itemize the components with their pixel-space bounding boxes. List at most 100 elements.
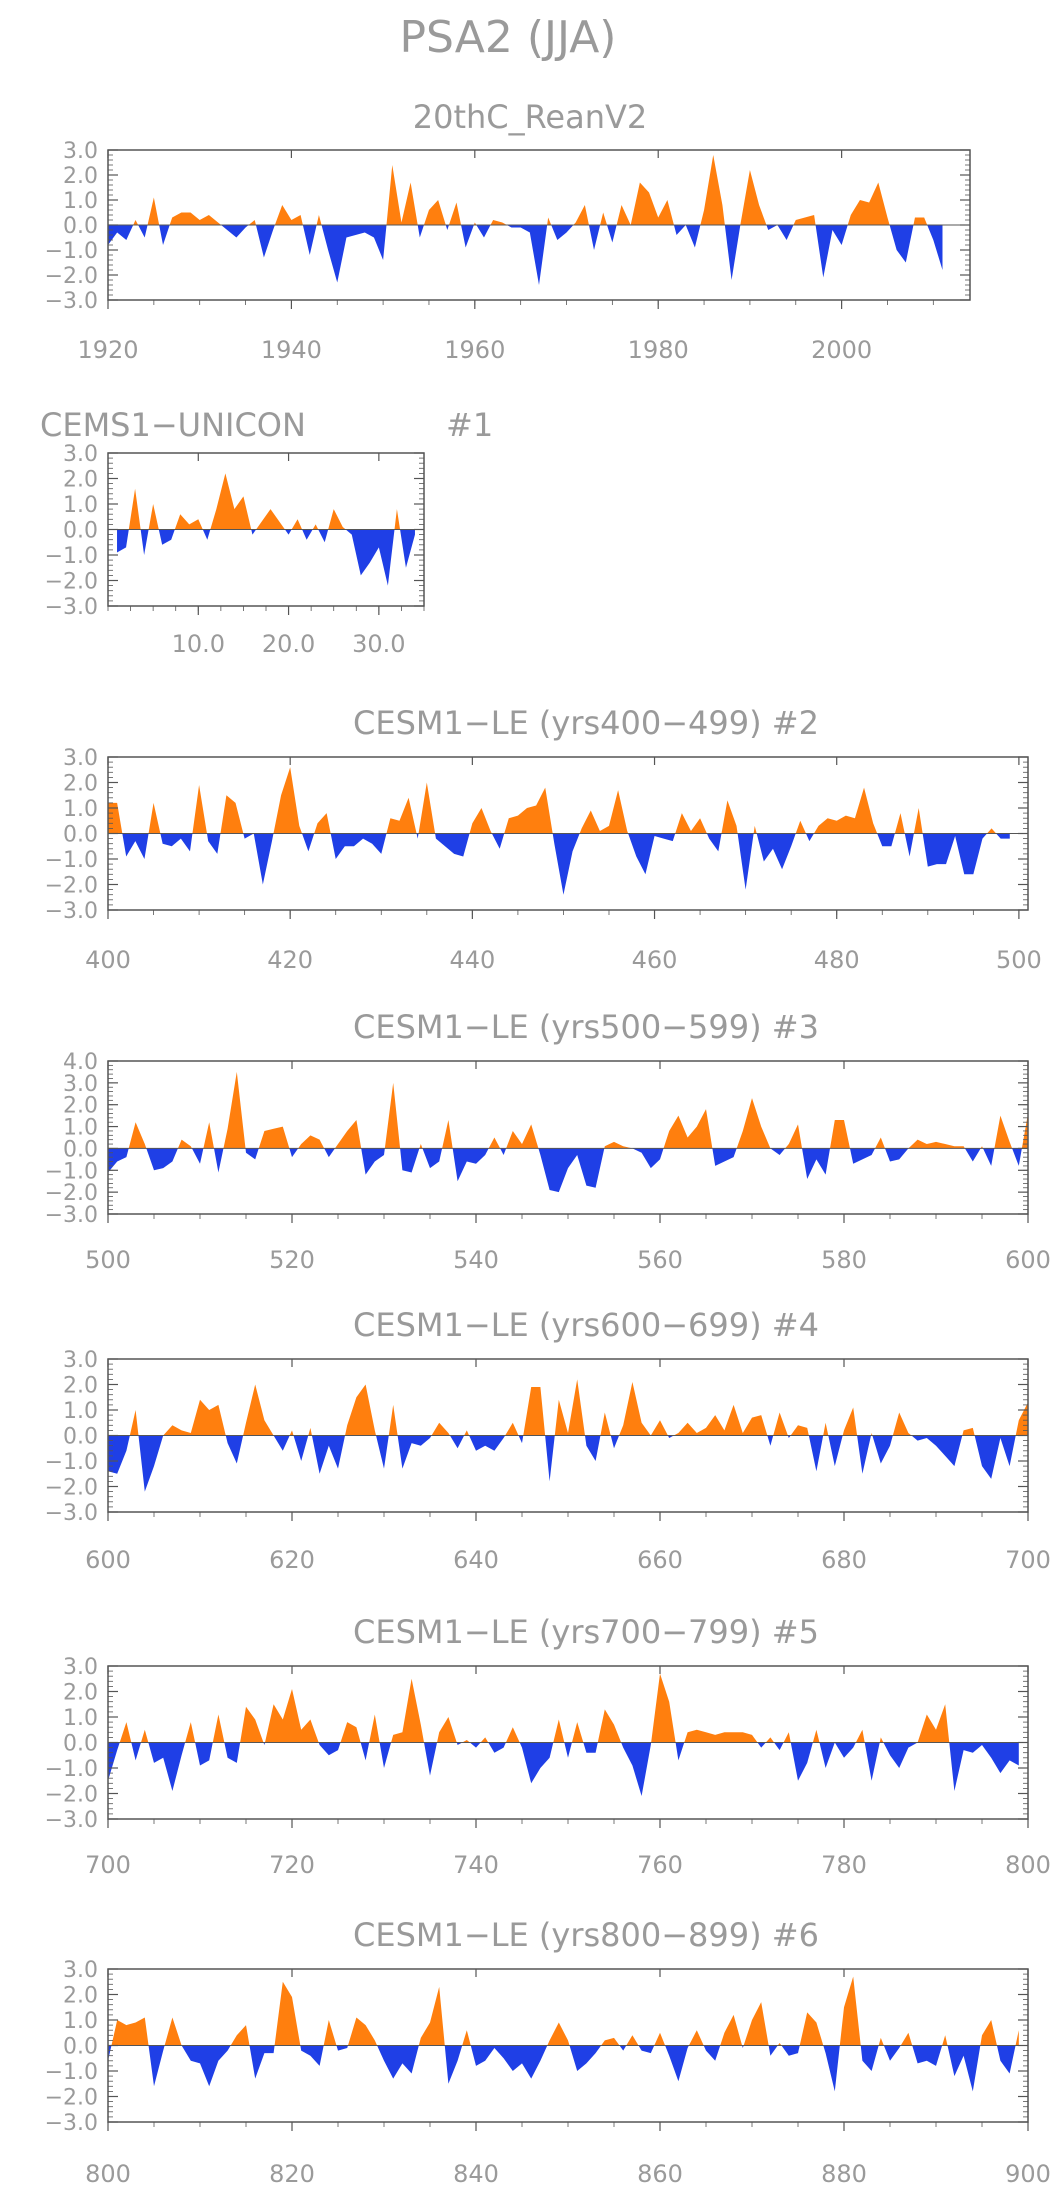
x-tick-label: 420 bbox=[267, 946, 313, 974]
x-tick-label: 800 bbox=[85, 2160, 131, 2187]
chart-panel-6: CESM1−LE (yrs700−799) #5 3.02.01.00.0−1.0… bbox=[45, 1613, 1051, 1879]
chart-panel-1: 20thC_ReanV2 3.02.01.00.0−1.0−2.0−3.0 1920… bbox=[45, 98, 971, 364]
y-tick-label: −3.0 bbox=[45, 289, 98, 314]
negative-anomaly-area bbox=[108, 1148, 1028, 1193]
x-tick-label: 30.0 bbox=[352, 630, 405, 658]
chart-title: CESM1−LE (yrs700−799) #5 bbox=[353, 1613, 819, 1651]
x-tick-label: 500 bbox=[996, 946, 1042, 974]
y-tick-label: 3.0 bbox=[63, 1958, 98, 1983]
x-tick-label: 400 bbox=[85, 946, 131, 974]
x-tick-label: 1960 bbox=[444, 336, 505, 364]
chart-title: CEMS1−UNICON bbox=[40, 406, 306, 444]
negative-anomaly-area bbox=[108, 1435, 1028, 1492]
y-tick-label: 3.0 bbox=[63, 442, 98, 467]
y-tick-label: −1.0 bbox=[45, 544, 98, 569]
positive-anomaly-area bbox=[108, 1071, 1028, 1149]
negative-anomaly-area bbox=[108, 225, 943, 285]
y-tick-label: −2.0 bbox=[45, 874, 98, 899]
x-tick-label: 680 bbox=[821, 1546, 867, 1574]
y-tick-label: −2.0 bbox=[45, 570, 98, 595]
y-tick-label: −2.0 bbox=[45, 1476, 98, 1501]
y-tick-label: 1.0 bbox=[63, 1116, 98, 1141]
y-tick-label: −3.0 bbox=[45, 1203, 98, 1228]
y-tick-label: 0.0 bbox=[63, 1137, 98, 1162]
positive-anomaly-area bbox=[108, 767, 1010, 834]
y-tick-label: 2.0 bbox=[63, 1094, 98, 1119]
y-tick-label: −3.0 bbox=[45, 1501, 98, 1526]
chart-panel-3: CESM1−LE (yrs400−499) #2 3.02.01.00.0−1.0… bbox=[45, 704, 1042, 974]
chart-panel-2: CEMS1−UNICON #1 3.02.01.00.0−1.0−2.0−3.0 10… bbox=[40, 406, 493, 658]
y-tick-label: 1.0 bbox=[63, 797, 98, 822]
y-tick-label: 2.0 bbox=[63, 164, 98, 189]
chart-panel-7: CESM1−LE (yrs800−899) #6 3.02.01.00.0−1.0… bbox=[45, 1916, 1051, 2187]
chart-title: CESM1−LE (yrs500−599) #3 bbox=[353, 1008, 819, 1046]
x-tick-label: 800 bbox=[1005, 1851, 1051, 1879]
x-tick-label: 740 bbox=[453, 1851, 499, 1879]
y-tick-label: 2.0 bbox=[63, 468, 98, 493]
y-tick-label: 3.0 bbox=[63, 1348, 98, 1373]
positive-anomaly-area bbox=[108, 1379, 1028, 1436]
y-tick-label: −3.0 bbox=[45, 2111, 98, 2136]
y-tick-label: 0.0 bbox=[63, 823, 98, 848]
x-tick-label: 20.0 bbox=[262, 630, 315, 658]
y-tick-label: 0.0 bbox=[63, 1732, 98, 1757]
x-tick-label: 520 bbox=[269, 1246, 315, 1274]
y-tick-label: 3.0 bbox=[63, 1072, 98, 1097]
x-tick-label: 820 bbox=[269, 2160, 315, 2187]
x-tick-label: 880 bbox=[821, 2160, 867, 2187]
x-tick-label: 500 bbox=[85, 1246, 131, 1274]
chart-panel-4: CESM1−LE (yrs500−599) #34.03.02.01.00.0−… bbox=[45, 1008, 1051, 1274]
chart-title: CESM1−LE (yrs600−699) #4 bbox=[353, 1306, 819, 1344]
x-tick-label: 460 bbox=[632, 946, 678, 974]
chart-title: CESM1−LE (yrs400−499) #2 bbox=[353, 704, 819, 742]
x-tick-label: 640 bbox=[453, 1546, 499, 1574]
chart-panel-5: CESM1−LE (yrs600−699) #4 3.02.01.00.0−1.0… bbox=[45, 1306, 1051, 1574]
positive-anomaly-area bbox=[108, 1673, 1019, 1743]
y-tick-label: 1.0 bbox=[63, 1399, 98, 1424]
y-tick-label: −2.0 bbox=[45, 264, 98, 289]
y-tick-label: 0.0 bbox=[63, 519, 98, 544]
negative-anomaly-area bbox=[108, 2045, 1019, 2092]
positive-anomaly-area bbox=[108, 155, 943, 225]
positive-anomaly-area bbox=[117, 473, 415, 530]
y-tick-label: −2.0 bbox=[45, 1783, 98, 1808]
y-tick-label: 2.0 bbox=[63, 772, 98, 797]
y-tick-label: 1.0 bbox=[63, 493, 98, 518]
negative-anomaly-area bbox=[117, 529, 415, 586]
y-tick-label: −1.0 bbox=[45, 1159, 98, 1184]
x-tick-label: 2000 bbox=[811, 336, 872, 364]
x-tick-label: 10.0 bbox=[172, 630, 225, 658]
y-tick-label: 2.0 bbox=[63, 1681, 98, 1706]
x-tick-label: 540 bbox=[453, 1246, 499, 1274]
y-tick-label: −3.0 bbox=[45, 1808, 98, 1833]
y-tick-label: −1.0 bbox=[45, 1450, 98, 1475]
panels: 20thC_ReanV23.02.01.00.0−1.0−2.0−3.01920… bbox=[40, 98, 1051, 2187]
chart-title-run-number: #1 bbox=[446, 406, 493, 444]
y-tick-label: −1.0 bbox=[45, 2060, 98, 2085]
y-tick-label: 3.0 bbox=[63, 1655, 98, 1680]
x-tick-label: 760 bbox=[637, 1851, 683, 1879]
x-tick-label: 620 bbox=[269, 1546, 315, 1574]
y-tick-label: 2.0 bbox=[63, 1374, 98, 1399]
y-tick-label: −2.0 bbox=[45, 2086, 98, 2111]
x-tick-label: 860 bbox=[637, 2160, 683, 2187]
x-tick-label: 600 bbox=[1005, 1246, 1051, 1274]
negative-anomaly-area bbox=[108, 833, 1010, 895]
y-tick-label: −1.0 bbox=[45, 1757, 98, 1782]
y-tick-label: 3.0 bbox=[63, 746, 98, 771]
x-tick-label: 1920 bbox=[77, 336, 138, 364]
y-tick-label: 0.0 bbox=[63, 2035, 98, 2060]
y-tick-label: 4.0 bbox=[63, 1050, 98, 1075]
x-tick-label: 1980 bbox=[628, 336, 689, 364]
x-tick-label: 600 bbox=[85, 1546, 131, 1574]
x-tick-label: 900 bbox=[1005, 2160, 1051, 2187]
positive-anomaly-area bbox=[108, 1976, 1019, 2046]
x-tick-label: 580 bbox=[821, 1246, 867, 1274]
y-tick-label: 0.0 bbox=[63, 1425, 98, 1450]
y-tick-label: 3.0 bbox=[63, 139, 98, 164]
x-tick-label: 780 bbox=[821, 1851, 867, 1879]
x-tick-label: 660 bbox=[637, 1546, 683, 1574]
y-tick-label: 2.0 bbox=[63, 1984, 98, 2009]
x-tick-label: 700 bbox=[1005, 1546, 1051, 1574]
y-tick-label: 1.0 bbox=[63, 189, 98, 214]
